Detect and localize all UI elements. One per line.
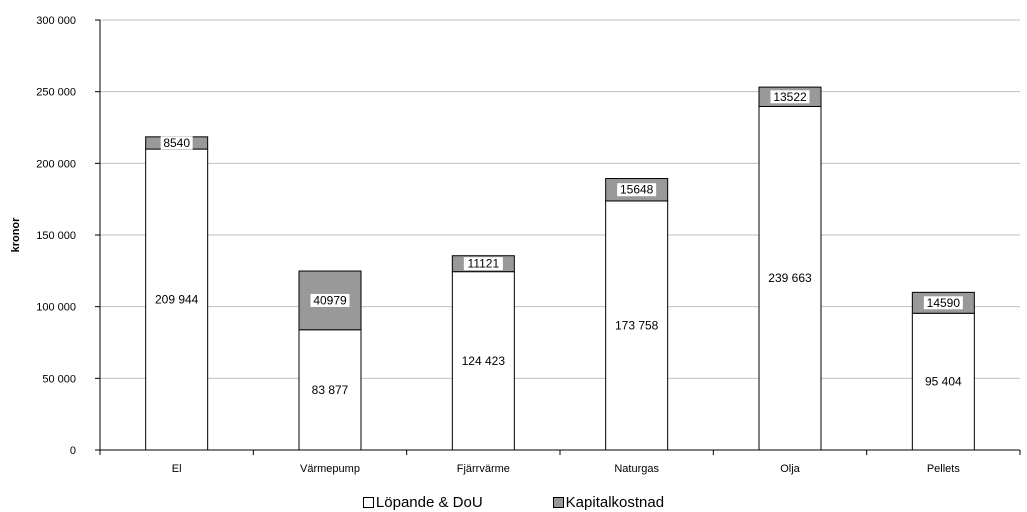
bar-lopande [758, 105, 822, 451]
data-label-box [463, 257, 503, 271]
bars [145, 86, 975, 451]
legend: Löpande & DoU Kapitalkostnad [0, 492, 1027, 512]
x-tick-label: Naturgas [614, 463, 659, 475]
data-label-lopande: 124 423 [462, 354, 506, 368]
y-tick-label: 100 000 [36, 302, 76, 314]
bar-lopande [911, 312, 975, 451]
data-label-lopande: 239 663 [768, 271, 812, 285]
x-tick-label: Värmepump [300, 463, 360, 475]
legend-label-kapital: Kapitalkostnad [565, 493, 665, 511]
data-label-kapitalkostnad: 15648 [620, 183, 654, 197]
data-label-box [617, 183, 657, 197]
data-label-box [923, 296, 963, 310]
data-label-box [310, 293, 350, 307]
y-tick-label: 200 000 [36, 158, 76, 170]
legend-swatch-lopande [362, 496, 374, 508]
data-label-box [770, 90, 810, 104]
axes: 0 50 000 100 000 150 000 200 000 250 000 300 0… [36, 15, 1021, 475]
y-tick-label: 50 000 [42, 373, 76, 385]
data-labels: 209 944 8540 83 877 40979 124 423 11121 173 75… [155, 90, 963, 397]
data-label-lopande: 95 404 [925, 375, 962, 389]
data-label-lopande: 209 944 [155, 293, 199, 307]
legend-item-kapital: Kapitalkostnad [552, 493, 665, 511]
data-label-lopande: 173 758 [615, 318, 659, 332]
data-label-box [160, 136, 193, 150]
gridlines [100, 19, 1020, 379]
x-tick-label: Olja [780, 463, 800, 475]
data-label-kapitalkostnad: 14590 [927, 296, 961, 310]
x-tick-label: El [172, 463, 182, 475]
y-tick-label: 300 000 [36, 15, 76, 27]
data-label-kapitalkostnad: 8540 [163, 136, 190, 150]
data-label-kapitalkostnad: 11121 [468, 257, 500, 271]
legend-item-lopande: Löpande & DoU [362, 493, 483, 511]
y-axis-title: kronor [10, 217, 22, 253]
bar-lopande [298, 329, 362, 451]
legend-swatch-kapital [552, 496, 564, 508]
x-tick-label: Pellets [927, 463, 961, 475]
y-tick-label: 0 [70, 445, 76, 457]
data-label-kapitalkostnad: 40979 [313, 293, 347, 307]
data-label-lopande: 83 877 [312, 383, 349, 397]
x-tick-label: Fjärrvärme [457, 463, 510, 475]
chart: 0 50 000 100 000 150 000 200 000 250 000 300 0… [10, 15, 1021, 475]
data-label-kapitalkostnad: 13522 [773, 90, 807, 104]
legend-label-lopande: Löpande & DoU [375, 493, 483, 511]
bar-lopande [451, 271, 515, 451]
y-tick-label: 250 000 [36, 87, 76, 99]
y-tick-label: 150 000 [36, 230, 76, 242]
